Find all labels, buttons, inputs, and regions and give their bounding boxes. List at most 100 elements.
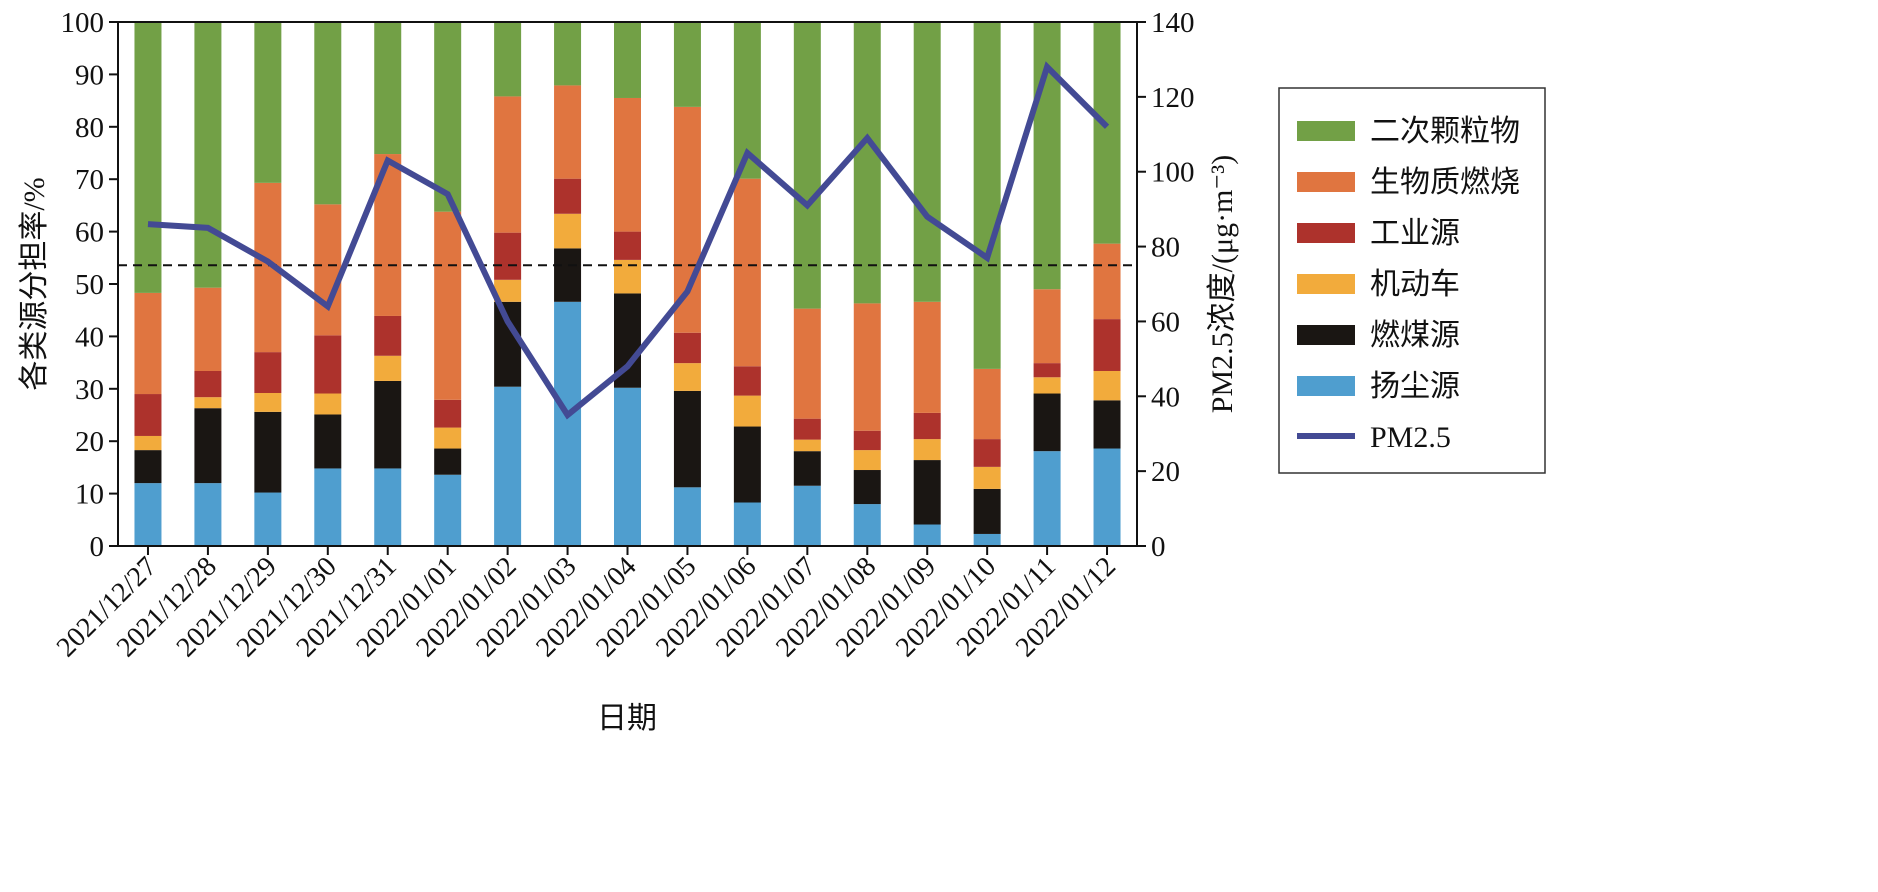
bar-segment-0 bbox=[134, 483, 162, 546]
y-axis-title-left: 各类源分担率/% bbox=[18, 177, 51, 390]
bar-segment-3 bbox=[134, 394, 162, 436]
bar-segment-3 bbox=[1093, 319, 1121, 371]
bar-segment-4 bbox=[434, 211, 462, 400]
bar-segment-2 bbox=[733, 395, 761, 427]
bar-segment-2 bbox=[973, 466, 1001, 489]
bar-segment-3 bbox=[793, 418, 821, 440]
bar-segment-1 bbox=[314, 414, 342, 469]
legend-swatch bbox=[1297, 376, 1355, 396]
bar-segment-1 bbox=[793, 451, 821, 486]
legend-label: 燃煤源 bbox=[1370, 319, 1460, 352]
bar-segment-1 bbox=[973, 488, 1001, 534]
bar-segment-2 bbox=[793, 439, 821, 452]
y-tick-label-right: 120 bbox=[1151, 82, 1195, 114]
y-tick-label-left: 90 bbox=[75, 59, 104, 91]
y-axis-title-right: PM2.5浓度/(μg·m⁻³) bbox=[1206, 155, 1239, 413]
bar-segment-2 bbox=[913, 439, 941, 461]
legend-swatch bbox=[1297, 172, 1355, 192]
legend-swatch bbox=[1297, 325, 1355, 345]
legend-label: PM2.5 bbox=[1370, 421, 1451, 454]
y-tick-label-left: 100 bbox=[61, 7, 105, 39]
y-tick-label-left: 30 bbox=[75, 374, 104, 406]
bar-segment-1 bbox=[554, 248, 582, 302]
bar-segment-5 bbox=[614, 22, 641, 98]
bar-segment-1 bbox=[374, 380, 402, 469]
bar-segment-4 bbox=[494, 96, 522, 233]
y-tick-label-right: 20 bbox=[1151, 456, 1180, 488]
bar-segment-4 bbox=[913, 301, 941, 413]
bar-segment-0 bbox=[853, 504, 881, 546]
y-tick-label-left: 80 bbox=[75, 112, 104, 144]
bar-segment-5 bbox=[314, 22, 342, 205]
bar-segment-0 bbox=[1033, 451, 1061, 546]
bar-segment-1 bbox=[434, 448, 462, 475]
legend-label: 生物质燃烧 bbox=[1370, 166, 1520, 199]
bar-segment-1 bbox=[733, 426, 761, 503]
bar-segment-5 bbox=[913, 22, 941, 302]
y-tick-label-right: 100 bbox=[1151, 157, 1195, 189]
bar-segment-3 bbox=[973, 439, 1001, 467]
bar-segment-0 bbox=[913, 524, 941, 546]
y-tick-label-right: 140 bbox=[1151, 7, 1195, 39]
bar-segment-4 bbox=[853, 303, 881, 431]
bar-segment-5 bbox=[1093, 22, 1121, 244]
bar-segment-0 bbox=[314, 468, 342, 546]
bar-segment-4 bbox=[554, 85, 582, 179]
bar-segment-3 bbox=[673, 332, 701, 364]
bar-segment-5 bbox=[134, 22, 162, 293]
bar-segment-3 bbox=[733, 366, 761, 396]
bar-segment-5 bbox=[973, 22, 1001, 369]
bar-segment-2 bbox=[673, 363, 701, 391]
bar-segment-4 bbox=[194, 287, 222, 371]
bar-segment-2 bbox=[314, 393, 342, 415]
bar-segment-3 bbox=[913, 412, 941, 440]
bar-segment-1 bbox=[853, 470, 881, 505]
bar-segment-4 bbox=[1093, 243, 1121, 320]
y-tick-label-left: 50 bbox=[75, 269, 104, 301]
bar-segment-0 bbox=[554, 301, 582, 546]
pm25-line-layer bbox=[147, 61, 1110, 420]
bar-segment-3 bbox=[614, 231, 641, 260]
bar-segment-0 bbox=[793, 485, 821, 546]
bar-segment-2 bbox=[1033, 377, 1061, 394]
bar-segment-3 bbox=[494, 232, 522, 280]
y-tick-label-left: 40 bbox=[75, 321, 104, 353]
bar-segment-5 bbox=[793, 22, 821, 309]
bar-segment-2 bbox=[554, 213, 582, 249]
legend-label: 二次颗粒物 bbox=[1370, 115, 1520, 148]
bar-segment-0 bbox=[254, 492, 282, 546]
bar-segment-4 bbox=[793, 308, 821, 419]
bar-segment-0 bbox=[374, 468, 402, 546]
bar-segment-2 bbox=[1093, 370, 1121, 401]
bar-segment-2 bbox=[254, 392, 282, 412]
bar-segment-5 bbox=[673, 22, 701, 107]
bar-segment-5 bbox=[554, 22, 582, 86]
bar-segment-2 bbox=[134, 435, 162, 451]
bar-segment-3 bbox=[554, 178, 582, 214]
y-tick-label-left: 60 bbox=[75, 217, 104, 249]
bar-segment-5 bbox=[374, 22, 402, 155]
bar-segment-4 bbox=[973, 368, 1001, 440]
bar-segment-4 bbox=[733, 178, 761, 367]
bars-layer bbox=[134, 22, 1121, 546]
bar-segment-5 bbox=[1033, 22, 1061, 290]
bar-segment-4 bbox=[314, 204, 342, 336]
y-tick-label-right: 0 bbox=[1151, 531, 1166, 563]
bar-segment-3 bbox=[254, 352, 282, 393]
bar-segment-2 bbox=[374, 355, 402, 381]
bar-segment-0 bbox=[194, 483, 222, 546]
bar-segment-5 bbox=[254, 22, 282, 183]
bar-segment-3 bbox=[374, 315, 402, 356]
bar-segment-3 bbox=[434, 399, 462, 428]
bar-segment-1 bbox=[194, 408, 222, 484]
bar-segment-1 bbox=[913, 460, 941, 525]
x-axis-title: 日期 bbox=[597, 702, 657, 735]
bar-segment-4 bbox=[614, 97, 641, 232]
y-tick-label-right: 60 bbox=[1151, 306, 1180, 338]
legend-label: 机动车 bbox=[1370, 268, 1460, 301]
bar-segment-3 bbox=[194, 370, 222, 398]
bar-segment-0 bbox=[733, 502, 761, 546]
legend-label: 扬尘源 bbox=[1370, 370, 1460, 403]
